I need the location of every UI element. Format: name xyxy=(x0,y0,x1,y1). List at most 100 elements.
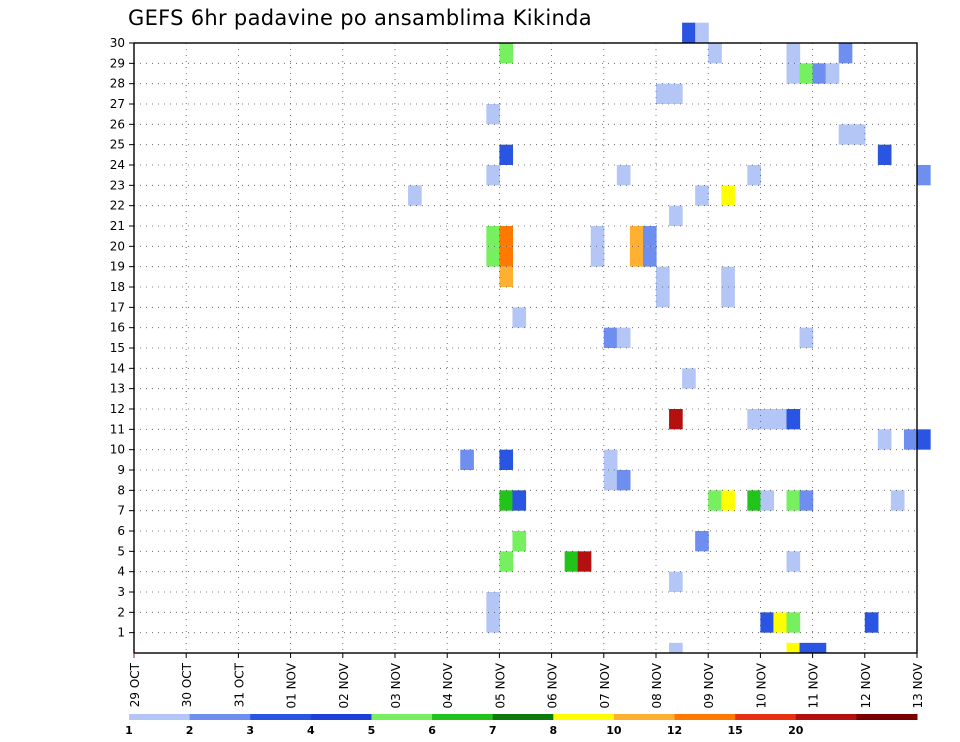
y-tick-label: 30 xyxy=(110,36,125,50)
heatmap-cell xyxy=(786,551,801,572)
y-tick-label: 29 xyxy=(110,56,125,70)
heatmap-cell xyxy=(408,185,422,206)
y-tick-label: 25 xyxy=(110,138,125,152)
heatmap-cell xyxy=(838,124,853,145)
heatmap-cell xyxy=(760,612,775,633)
heatmap-cell xyxy=(799,327,814,348)
colorbar-label: 1 xyxy=(125,724,133,737)
x-tick-label: 12 NOV xyxy=(859,662,873,708)
heatmap-cell xyxy=(682,368,696,389)
y-tick-label: 24 xyxy=(110,158,125,172)
heatmap-cell xyxy=(799,63,814,84)
chart-title: GEFS 6hr padavine po ansamblima Kikinda xyxy=(128,6,592,30)
x-tick-label: 03 NOV xyxy=(389,662,403,708)
heatmap-cell xyxy=(486,612,500,633)
heatmap-cell xyxy=(577,551,592,572)
heatmap-cell xyxy=(616,165,631,186)
x-tick-label: 06 NOV xyxy=(546,662,560,708)
heatmap-cell xyxy=(486,165,500,186)
y-tick-label: 19 xyxy=(110,260,125,274)
heatmap-cell xyxy=(669,642,683,653)
heatmap-cell xyxy=(799,490,814,511)
heatmap-cell xyxy=(642,226,657,247)
heatmap-cell xyxy=(603,449,618,470)
heatmap-cell xyxy=(695,22,709,43)
heatmap-cell xyxy=(499,449,514,470)
heatmap-cell xyxy=(786,490,801,511)
heatmap-cell xyxy=(877,429,892,450)
y-tick-label: 12 xyxy=(110,402,125,416)
y-tick-label: 8 xyxy=(117,483,125,497)
heatmap-cell xyxy=(499,551,514,572)
heatmap-cell xyxy=(903,429,918,450)
heatmap-cell xyxy=(603,470,618,491)
colorbar-segment xyxy=(432,714,494,720)
heatmap-cell xyxy=(747,490,761,511)
heatmap-cell xyxy=(695,185,709,206)
heatmap-cell xyxy=(669,409,683,430)
y-tick-label: 18 xyxy=(110,280,125,294)
heatmap-cell xyxy=(590,246,605,267)
x-tick-label: 30 OCT xyxy=(180,662,194,707)
y-tick-label: 2 xyxy=(117,605,125,619)
colorbar-label: 15 xyxy=(727,724,742,737)
y-tick-label: 20 xyxy=(110,239,125,253)
heatmap-cell xyxy=(721,287,735,308)
heatmap-cell xyxy=(695,531,709,552)
y-tick-label: 1 xyxy=(117,626,125,640)
heatmap-cell xyxy=(760,490,775,511)
heatmap-cell xyxy=(512,531,527,552)
x-tick-label: 07 NOV xyxy=(598,662,612,708)
x-tick-label: 10 NOV xyxy=(754,662,768,708)
heatmap-cell xyxy=(669,205,683,226)
heatmap-cell xyxy=(786,409,801,430)
colorbar-segment xyxy=(613,714,676,720)
heatmap-cell xyxy=(499,490,514,511)
y-tick-label: 13 xyxy=(110,382,125,396)
y-tick-label: 10 xyxy=(110,443,125,457)
heatmap-cell xyxy=(499,246,514,267)
y-tick-label: 7 xyxy=(117,504,125,518)
y-tick-label: 5 xyxy=(117,544,125,558)
y-tick-label: 28 xyxy=(110,77,125,91)
colorbar-label: 5 xyxy=(368,724,376,737)
heatmap-cell xyxy=(812,63,827,84)
heatmap-cell xyxy=(656,287,670,308)
x-tick-label: 13 NOV xyxy=(911,662,925,708)
colorbar-label: 4 xyxy=(307,724,315,737)
x-tick-label: 01 NOV xyxy=(285,662,299,708)
heatmap-cell xyxy=(499,226,514,247)
heatmap-cell xyxy=(721,185,735,206)
heatmap-cell xyxy=(590,226,605,247)
heatmap-cell xyxy=(486,246,500,267)
colorbar-segment xyxy=(674,714,736,720)
y-tick-label: 23 xyxy=(110,178,125,192)
heatmap-cell xyxy=(616,327,631,348)
y-tick-label: 17 xyxy=(110,300,125,314)
heatmap-cell xyxy=(799,642,814,653)
heatmap-cell xyxy=(786,43,801,64)
x-tick-label: 29 OCT xyxy=(128,662,142,707)
x-tick-label: 11 NOV xyxy=(807,662,821,708)
colorbar-label: 2 xyxy=(186,724,194,737)
colorbar-segment xyxy=(129,714,191,720)
heatmap-cell xyxy=(669,83,683,104)
heatmap-cell xyxy=(656,266,670,287)
heatmap-cell xyxy=(760,409,775,430)
colorbar-segment xyxy=(735,714,797,720)
x-tick-label: 05 NOV xyxy=(493,662,507,708)
heatmap-cell xyxy=(773,409,788,430)
x-tick-label: 02 NOV xyxy=(337,662,351,708)
heatmap-cell xyxy=(851,124,866,145)
colorbar-label: 6 xyxy=(428,724,436,737)
heatmap-cell xyxy=(486,226,500,247)
heatmap-cell xyxy=(486,104,500,125)
y-tick-label: 22 xyxy=(110,199,125,213)
colorbar-label: 8 xyxy=(549,724,557,737)
y-tick-label: 15 xyxy=(110,341,125,355)
heatmap-cell xyxy=(656,83,670,104)
x-tick-label: 08 NOV xyxy=(650,662,664,708)
x-tick-label: 31 OCT xyxy=(232,662,246,707)
y-tick-label: 11 xyxy=(110,422,125,436)
